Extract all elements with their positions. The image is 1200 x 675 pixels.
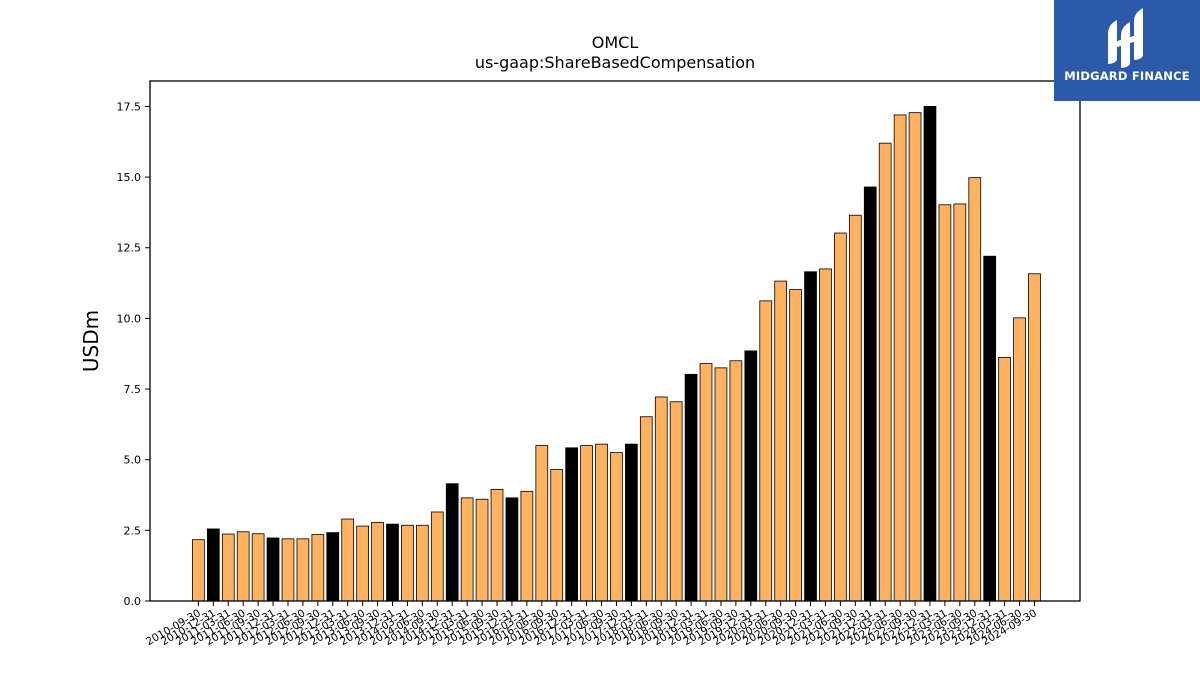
- bar: [789, 289, 802, 602]
- bar: [669, 401, 683, 602]
- bar: [714, 367, 728, 602]
- chart-subtitle: us-gaap:ShareBasedCompensation: [475, 53, 755, 72]
- bar: [221, 533, 235, 602]
- bar: [401, 524, 414, 602]
- bar: [206, 528, 220, 602]
- bar: [610, 452, 623, 602]
- y-axis-ticks: 0.0 2.5 5.0 7.5 10.0 12.5 15.0 17.5: [117, 100, 150, 608]
- bar: [326, 532, 340, 602]
- bar: [445, 483, 459, 602]
- bar: [460, 497, 474, 602]
- bar: [386, 523, 399, 602]
- bar: [983, 255, 997, 602]
- bar: [311, 534, 325, 602]
- bar: [774, 280, 788, 602]
- bar: [1028, 273, 1041, 602]
- bar: [729, 360, 743, 602]
- y-tick-label: 10.0: [117, 312, 142, 325]
- bar: [565, 447, 579, 602]
- brand-logo: MIDGARD FINANCE: [1054, 0, 1200, 101]
- bar: [744, 350, 758, 602]
- bar: [863, 186, 877, 602]
- x-axis-ticks: 2010-09-302010-12-312011-03-312011-06-30…: [144, 601, 1039, 648]
- bar: [550, 469, 564, 602]
- chart-title: OMCL: [592, 33, 639, 52]
- bar: [520, 490, 534, 602]
- bar: [834, 232, 847, 602]
- y-axis-label: USDm: [79, 310, 103, 372]
- bar: [251, 533, 265, 602]
- bar: [953, 203, 967, 602]
- bar: [625, 443, 638, 602]
- bar: [505, 497, 519, 602]
- midgard-logo-icon: [1108, 8, 1143, 68]
- bar: [878, 142, 892, 602]
- bar: [371, 522, 384, 602]
- bar: [848, 214, 862, 602]
- bar: [684, 373, 698, 602]
- y-tick-label: 17.5: [117, 100, 142, 113]
- bar: [759, 300, 773, 602]
- bar: [356, 525, 369, 602]
- bar: [893, 114, 907, 602]
- bar: [341, 518, 355, 602]
- bar: [908, 112, 922, 602]
- y-tick-label: 2.5: [124, 524, 142, 537]
- bar: [938, 204, 952, 602]
- y-tick-label: 0.0: [124, 595, 142, 608]
- bar: [819, 268, 832, 602]
- bar: [580, 445, 593, 602]
- y-tick-label: 7.5: [124, 383, 142, 396]
- brand-name: MIDGARD FINANCE: [1064, 69, 1190, 83]
- bar: [595, 443, 608, 602]
- bar: [192, 539, 205, 602]
- bar: [639, 416, 653, 602]
- bar: [236, 531, 250, 602]
- y-tick-label: 5.0: [124, 454, 142, 467]
- bar: [968, 177, 982, 602]
- bar-series: [192, 106, 1041, 602]
- bar: [699, 363, 713, 602]
- y-tick-label: 15.0: [117, 171, 142, 184]
- bar: [998, 356, 1011, 602]
- bar: [266, 537, 280, 602]
- bar: [296, 538, 310, 602]
- bar: [654, 396, 668, 602]
- y-tick-label: 12.5: [117, 242, 142, 255]
- bar: [430, 511, 444, 602]
- bar: [490, 488, 504, 602]
- bar: [1013, 317, 1026, 602]
- bar: [923, 106, 937, 602]
- plot-frame: [149, 80, 1081, 602]
- bar: [475, 498, 489, 602]
- bar: [281, 538, 295, 602]
- bar: [415, 524, 429, 602]
- bar: [804, 271, 817, 602]
- bar: [535, 445, 549, 602]
